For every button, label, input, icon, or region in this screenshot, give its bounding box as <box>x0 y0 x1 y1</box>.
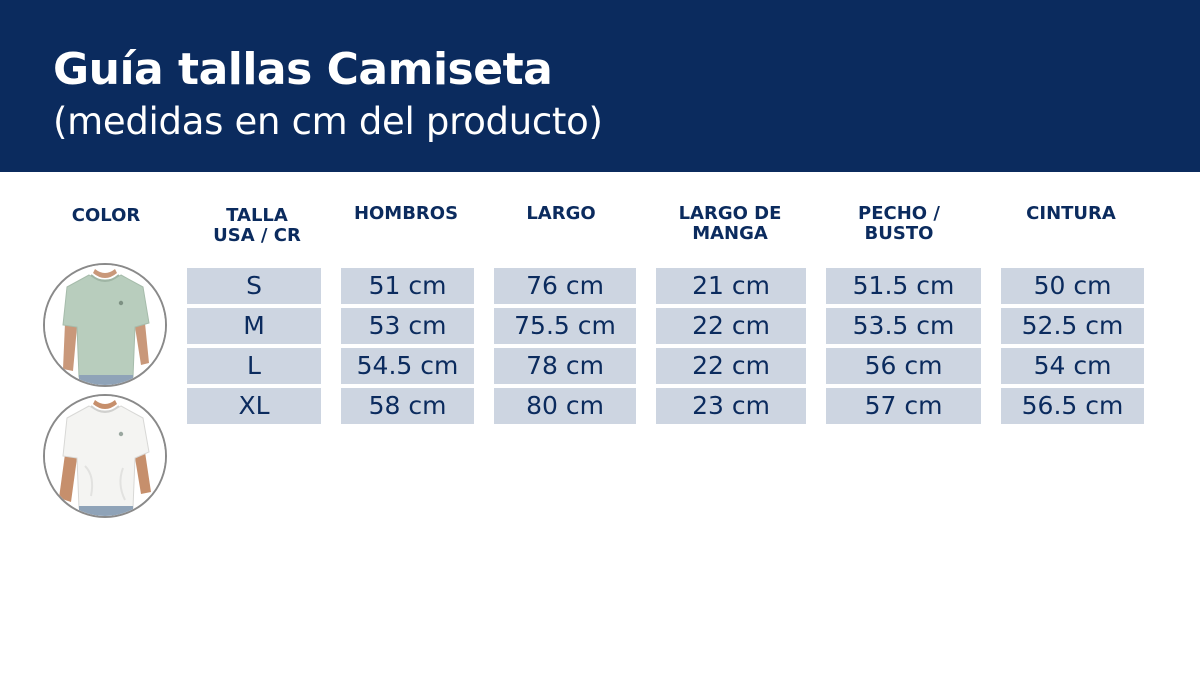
table-cell-manga: 21 cm <box>656 268 806 304</box>
column-header-largo-manga-line1: LARGO DE <box>678 203 782 224</box>
table-cell-talla: S <box>187 268 321 304</box>
table-cell-pecho: 53.5 cm <box>826 308 981 344</box>
column-header-largo-manga: LARGO DE MANGA <box>679 204 782 244</box>
table-cell-pecho: 57 cm <box>826 388 981 424</box>
table-cell-pecho: 56 cm <box>826 348 981 384</box>
column-header-color: COLOR <box>72 206 141 226</box>
green-tshirt-icon <box>45 265 165 385</box>
table-cell-hombros: 51 cm <box>341 268 474 304</box>
table-cell-talla: M <box>187 308 321 344</box>
column-header-talla: TALLA USA / CR <box>213 206 301 246</box>
column-header-pecho-line1: PECHO / <box>858 203 940 224</box>
page-title: Guía tallas Camiseta <box>53 44 553 95</box>
color-swatch-white[interactable] <box>43 394 167 518</box>
table-cell-largo: 80 cm <box>494 388 636 424</box>
column-header-largo-label: LARGO <box>526 203 596 224</box>
column-header-talla-line1: TALLA <box>226 205 288 226</box>
table-cell-cintura: 50 cm <box>1001 268 1144 304</box>
column-header-hombros-label: HOMBROS <box>353 203 459 224</box>
table-cell-cintura: 54 cm <box>1001 348 1144 384</box>
table-cell-hombros: 54.5 cm <box>341 348 474 384</box>
table-cell-talla: XL <box>187 388 321 424</box>
table-cell-talla: L <box>187 348 321 384</box>
table-cell-manga: 23 cm <box>656 388 806 424</box>
column-header-hombros: HOMBROS <box>354 204 458 224</box>
column-header-pecho-line2: BUSTO <box>864 223 934 244</box>
table-cell-cintura: 52.5 cm <box>1001 308 1144 344</box>
table-cell-manga: 22 cm <box>656 348 806 384</box>
table-cell-largo: 76 cm <box>494 268 636 304</box>
table-cell-largo: 75.5 cm <box>494 308 636 344</box>
column-header-cintura-label: CINTURA <box>1026 203 1116 224</box>
column-header-talla-line2: USA / CR <box>213 225 301 246</box>
table-cell-manga: 22 cm <box>656 308 806 344</box>
table-cell-cintura: 56.5 cm <box>1001 388 1144 424</box>
header-banner <box>0 0 1200 172</box>
table-cell-hombros: 58 cm <box>341 388 474 424</box>
column-header-largo-manga-line2: MANGA <box>692 223 768 244</box>
column-header-color-label: COLOR <box>71 205 141 226</box>
table-cell-largo: 78 cm <box>494 348 636 384</box>
table-cell-pecho: 51.5 cm <box>826 268 981 304</box>
page-subtitle: (medidas en cm del producto) <box>53 100 603 143</box>
column-header-cintura: CINTURA <box>1026 204 1116 224</box>
column-header-pecho: PECHO / BUSTO <box>858 204 940 244</box>
white-tshirt-icon <box>45 396 165 516</box>
table-cell-hombros: 53 cm <box>341 308 474 344</box>
column-header-largo: LARGO <box>526 204 595 224</box>
color-swatch-green[interactable] <box>43 263 167 387</box>
